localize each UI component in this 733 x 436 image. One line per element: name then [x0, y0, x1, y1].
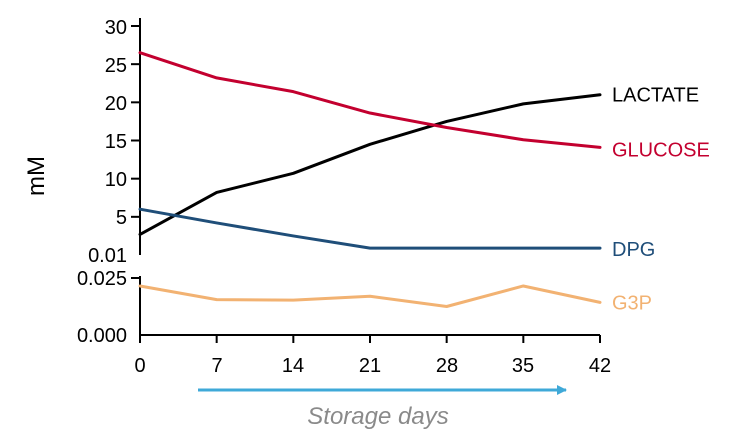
x-tick-labels: 0 7 14 21 28 35 42: [134, 355, 611, 377]
x-tick-label: 35: [512, 355, 534, 377]
upper-y-tick-labels: 30 25 20 15 10 5 0.01: [88, 17, 127, 267]
series-label-dpg: DPG: [612, 239, 655, 261]
series-line-lactate: [138, 93, 602, 236]
y-axis-label: mM: [23, 156, 50, 196]
series-label-glucose: GLUCOSE: [612, 139, 710, 161]
y-tick-marks: [131, 25, 140, 279]
x-tick-marks: [139, 335, 601, 343]
y-tick-label: 10: [105, 169, 127, 191]
y-tick-label: 20: [105, 93, 127, 115]
series-line-g3p: [138, 284, 602, 308]
series-line-glucose: [138, 51, 602, 149]
x-tick-label: 28: [436, 355, 458, 377]
x-tick-label: 14: [282, 355, 304, 377]
x-axis-label: Storage days: [307, 403, 448, 430]
y-tick-label: 25: [105, 55, 127, 77]
y-tick-label: 0.025: [77, 268, 127, 290]
x-tick-label: 7: [211, 355, 222, 377]
series-label-g3p: G3P: [612, 292, 652, 314]
lower-y-tick-labels: 0.025 0.000: [77, 268, 127, 347]
y-tick-label: 30: [105, 17, 127, 39]
y-tick-label: 5: [116, 207, 127, 229]
x-tick-label: 21: [359, 355, 381, 377]
x-tick-label: 0: [134, 355, 145, 377]
series-line-dpg: [138, 207, 602, 250]
y-tick-label: 0.000: [77, 325, 127, 347]
y-tick-label: 15: [105, 131, 127, 153]
y-tick-label: 0.01: [88, 245, 127, 267]
series-label-lactate: LACTATE: [612, 85, 699, 107]
x-tick-label: 42: [589, 355, 611, 377]
